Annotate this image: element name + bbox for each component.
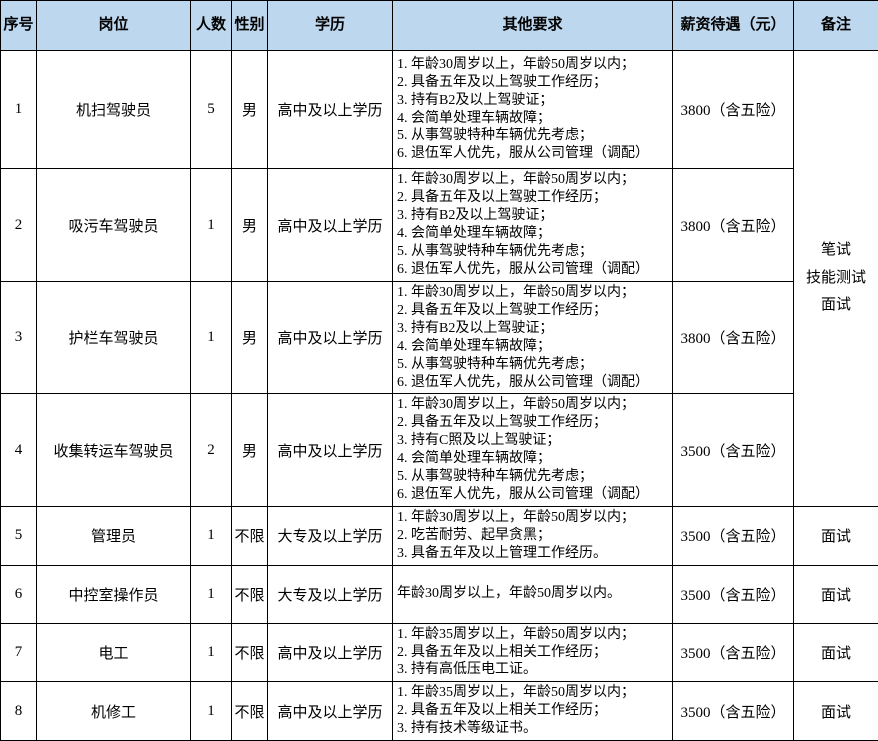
cell-count: 1 <box>191 682 232 741</box>
cell-education: 高中及以上学历 <box>268 282 393 394</box>
cell-serial: 3 <box>1 282 37 394</box>
cell-gender: 不限 <box>232 623 268 682</box>
cell-position: 机扫驾驶员 <box>37 51 191 169</box>
cell-remark: 面试 <box>794 506 878 565</box>
cell-requirements: 1. 年龄30周岁以上，年龄50周岁以内； 2. 吃苦耐劳、起早贪黑； 3. 具… <box>393 506 673 565</box>
cell-count: 1 <box>191 565 232 623</box>
cell-remark-merged: 笔试 技能测试 面试 <box>794 51 878 507</box>
cell-position: 机修工 <box>37 682 191 741</box>
cell-serial: 8 <box>1 682 37 741</box>
cell-position: 吸污车驾驶员 <box>37 169 191 282</box>
cell-salary: 3500（含五险） <box>673 394 794 506</box>
cell-education: 高中及以上学历 <box>268 682 393 741</box>
cell-salary: 3800（含五险） <box>673 282 794 394</box>
cell-requirements: 1. 年龄30周岁以上，年龄50周岁以内； 2. 具备五年及以上驾驶工作经历； … <box>393 169 673 282</box>
table-row: 3 护栏车驾驶员 1 男 高中及以上学历 1. 年龄30周岁以上，年龄50周岁以… <box>1 282 878 394</box>
cell-salary: 3800（含五险） <box>673 51 794 169</box>
cell-count: 1 <box>191 623 232 682</box>
cell-requirements: 年龄30周岁以上，年龄50周岁以内。 <box>393 565 673 623</box>
cell-education: 高中及以上学历 <box>268 169 393 282</box>
cell-position: 管理员 <box>37 506 191 565</box>
cell-serial: 6 <box>1 565 37 623</box>
cell-salary: 3800（含五险） <box>673 169 794 282</box>
table-row: 6 中控室操作员 1 不限 大专及以上学历 年龄30周岁以上，年龄50周岁以内。… <box>1 565 878 623</box>
cell-serial: 5 <box>1 506 37 565</box>
header-requirements: 其他要求 <box>393 1 673 51</box>
table-row: 8 机修工 1 不限 高中及以上学历 1. 年龄35周岁以上，年龄50周岁以内；… <box>1 682 878 741</box>
cell-serial: 7 <box>1 623 37 682</box>
header-position: 岗位 <box>37 1 191 51</box>
cell-gender: 男 <box>232 51 268 169</box>
cell-gender: 不限 <box>232 506 268 565</box>
cell-position: 中控室操作员 <box>37 565 191 623</box>
header-gender: 性别 <box>232 1 268 51</box>
cell-remark: 面试 <box>794 623 878 682</box>
header-count: 人数 <box>191 1 232 51</box>
table-row: 7 电工 1 不限 高中及以上学历 1. 年龄35周岁以上，年龄50周岁以内； … <box>1 623 878 682</box>
cell-salary: 3500（含五险） <box>673 623 794 682</box>
cell-requirements: 1. 年龄35周岁以上，年龄50周岁以内； 2. 具备五年及以上相关工作经历； … <box>393 682 673 741</box>
cell-gender: 男 <box>232 394 268 506</box>
cell-gender: 男 <box>232 169 268 282</box>
header-serial: 序号 <box>1 1 37 51</box>
cell-education: 高中及以上学历 <box>268 394 393 506</box>
cell-education: 高中及以上学历 <box>268 51 393 169</box>
header-salary: 薪资待遇（元） <box>673 1 794 51</box>
cell-position: 电工 <box>37 623 191 682</box>
cell-serial: 1 <box>1 51 37 169</box>
cell-count: 1 <box>191 282 232 394</box>
cell-remark: 面试 <box>794 682 878 741</box>
cell-position: 护栏车驾驶员 <box>37 282 191 394</box>
cell-salary: 3500（含五险） <box>673 506 794 565</box>
cell-gender: 不限 <box>232 682 268 741</box>
cell-education: 高中及以上学历 <box>268 623 393 682</box>
cell-count: 5 <box>191 51 232 169</box>
header-education: 学历 <box>268 1 393 51</box>
cell-requirements: 1. 年龄35周岁以上，年龄50周岁以内； 2. 具备五年及以上相关工作经历； … <box>393 623 673 682</box>
table-row: 2 吸污车驾驶员 1 男 高中及以上学历 1. 年龄30周岁以上，年龄50周岁以… <box>1 169 878 282</box>
cell-education: 大专及以上学历 <box>268 565 393 623</box>
cell-salary: 3500（含五险） <box>673 565 794 623</box>
cell-serial: 2 <box>1 169 37 282</box>
cell-gender: 男 <box>232 282 268 394</box>
cell-gender: 不限 <box>232 565 268 623</box>
cell-count: 2 <box>191 394 232 506</box>
header-row: 序号 岗位 人数 性别 学历 其他要求 薪资待遇（元） 备注 <box>1 1 878 51</box>
table-row: 4 收集转运车驾驶员 2 男 高中及以上学历 1. 年龄30周岁以上，年龄50周… <box>1 394 878 506</box>
cell-position: 收集转运车驾驶员 <box>37 394 191 506</box>
table-row: 5 管理员 1 不限 大专及以上学历 1. 年龄30周岁以上，年龄50周岁以内；… <box>1 506 878 565</box>
table-row: 1 机扫驾驶员 5 男 高中及以上学历 1. 年龄30周岁以上，年龄50周岁以内… <box>1 51 878 169</box>
cell-count: 1 <box>191 169 232 282</box>
cell-requirements: 1. 年龄30周岁以上，年龄50周岁以内； 2. 具备五年及以上驾驶工作经历； … <box>393 51 673 169</box>
cell-education: 大专及以上学历 <box>268 506 393 565</box>
cell-count: 1 <box>191 506 232 565</box>
cell-serial: 4 <box>1 394 37 506</box>
cell-requirements: 1. 年龄30周岁以上，年龄50周岁以内； 2. 具备五年及以上驾驶工作经历； … <box>393 394 673 506</box>
cell-salary: 3500（含五险） <box>673 682 794 741</box>
header-remark: 备注 <box>794 1 878 51</box>
cell-requirements: 1. 年龄30周岁以上，年龄50周岁以内； 2. 具备五年及以上驾驶工作经历； … <box>393 282 673 394</box>
cell-remark: 面试 <box>794 565 878 623</box>
